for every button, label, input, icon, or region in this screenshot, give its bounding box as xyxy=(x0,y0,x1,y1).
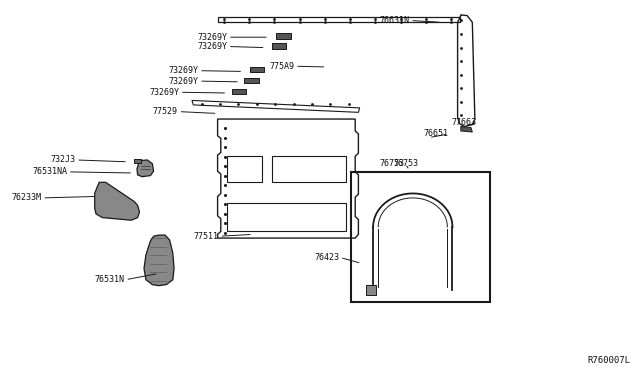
Text: 73269Y: 73269Y xyxy=(149,88,179,97)
Text: 76651: 76651 xyxy=(423,129,448,138)
Polygon shape xyxy=(95,182,140,220)
Bar xyxy=(272,43,286,49)
Text: 76531NA: 76531NA xyxy=(32,167,67,176)
Text: 76753: 76753 xyxy=(380,159,404,168)
Text: 76631N: 76631N xyxy=(380,16,410,25)
Bar xyxy=(232,89,246,94)
Polygon shape xyxy=(134,159,141,163)
Polygon shape xyxy=(137,160,154,177)
Text: 76753: 76753 xyxy=(394,159,419,168)
Text: 73269Y: 73269Y xyxy=(168,66,198,75)
Text: 73269Y: 73269Y xyxy=(168,77,198,86)
Bar xyxy=(244,78,259,83)
Text: 77511: 77511 xyxy=(194,232,219,241)
Text: 73269Y: 73269Y xyxy=(197,33,227,42)
Text: 76531N: 76531N xyxy=(95,275,125,284)
Polygon shape xyxy=(461,126,472,132)
Text: R760007L: R760007L xyxy=(588,356,630,365)
Bar xyxy=(351,172,490,302)
Text: 76423: 76423 xyxy=(314,253,339,262)
Text: 77663: 77663 xyxy=(452,118,477,126)
Text: 73269Y: 73269Y xyxy=(197,42,227,51)
Text: 76233M: 76233M xyxy=(12,193,42,202)
Text: 775A9: 775A9 xyxy=(269,62,294,71)
Text: 732J3: 732J3 xyxy=(51,155,76,164)
Text: 77529: 77529 xyxy=(153,107,178,116)
Bar xyxy=(366,285,376,295)
Polygon shape xyxy=(144,235,174,286)
Bar xyxy=(276,33,291,39)
Bar xyxy=(250,67,264,72)
